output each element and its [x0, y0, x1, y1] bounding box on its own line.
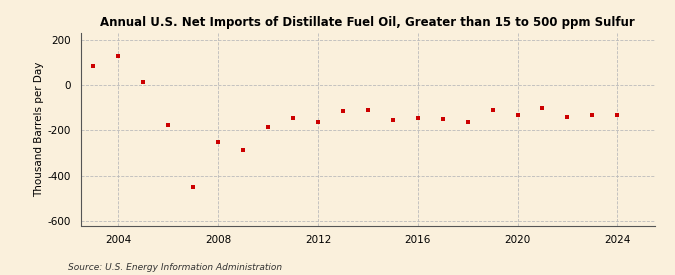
- Point: [138, 79, 148, 84]
- Point: [163, 123, 173, 127]
- Point: [437, 117, 448, 121]
- Point: [612, 112, 623, 117]
- Point: [537, 106, 548, 110]
- Point: [462, 120, 473, 125]
- Point: [313, 120, 323, 125]
- Point: [238, 147, 248, 152]
- Point: [587, 112, 598, 117]
- Point: [213, 139, 223, 144]
- Text: Source: U.S. Energy Information Administration: Source: U.S. Energy Information Administ…: [68, 263, 281, 272]
- Point: [88, 64, 99, 68]
- Point: [362, 108, 373, 112]
- Point: [288, 116, 298, 120]
- Point: [338, 109, 348, 113]
- Point: [487, 108, 498, 112]
- Y-axis label: Thousand Barrels per Day: Thousand Barrels per Day: [34, 62, 44, 197]
- Point: [412, 116, 423, 120]
- Title: Annual U.S. Net Imports of Distillate Fuel Oil, Greater than 15 to 500 ppm Sulfu: Annual U.S. Net Imports of Distillate Fu…: [101, 16, 635, 29]
- Point: [387, 118, 398, 122]
- Point: [562, 115, 573, 119]
- Point: [113, 53, 124, 58]
- Point: [512, 112, 523, 117]
- Point: [188, 185, 198, 189]
- Point: [263, 125, 273, 129]
